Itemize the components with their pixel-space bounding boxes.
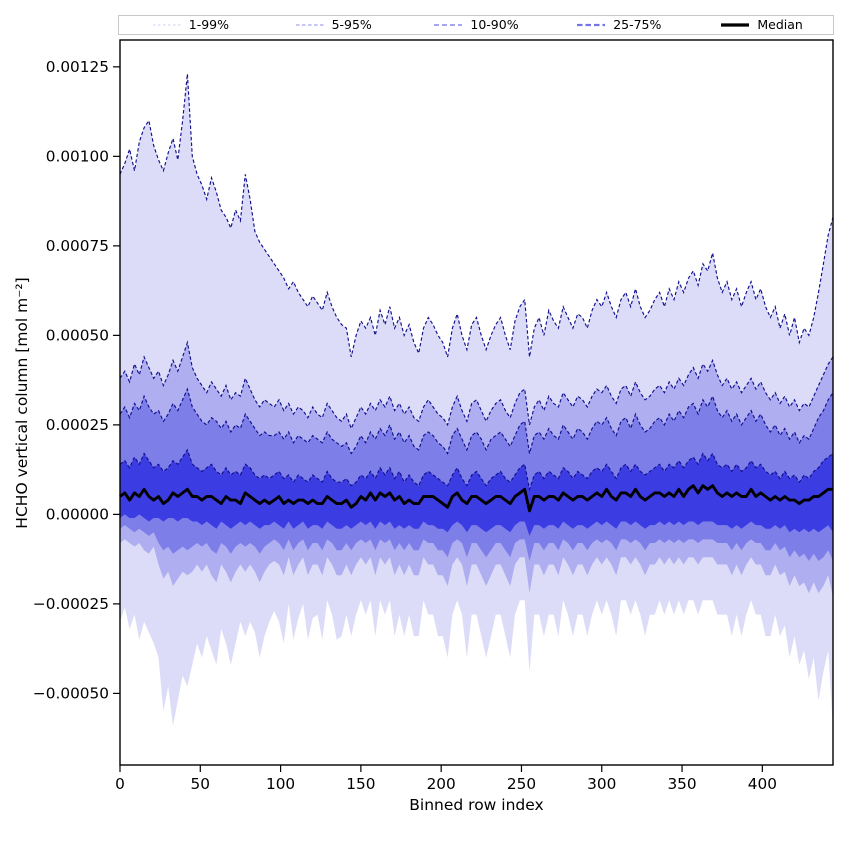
y-tick-label: 0.00000 [46, 505, 109, 523]
legend-item-1-99: 1-99% [119, 16, 262, 32]
x-tick-label: 100 [266, 775, 295, 793]
median-line [119, 484, 833, 513]
y-tick-label: 0.00050 [46, 326, 109, 344]
x-tick-label: 400 [748, 775, 777, 793]
legend-item-median: Median [690, 16, 833, 32]
x-tick-label: 0 [115, 775, 125, 793]
legend: 1-99% 5-95% 10-90% 25-75% Median [118, 15, 834, 35]
x-tick-label: 150 [346, 775, 375, 793]
percentile-line-p75 [120, 448, 833, 492]
legend-item-5-95: 5-95% [262, 16, 405, 32]
legend-label-5-95: 5-95% [331, 16, 372, 32]
y-tick-label: 0.00025 [46, 416, 109, 434]
legend-item-25-75: 25-75% [547, 16, 690, 32]
x-tick-label: 350 [667, 775, 696, 793]
legend-label-1-99: 1-99% [188, 16, 230, 32]
axes-frame [119, 39, 834, 766]
percentile-line-p95 [120, 340, 833, 431]
legend-swatch-5-95-icon [295, 24, 324, 26]
legend-swatch-10-90-icon [434, 24, 463, 26]
x-tick-label: 200 [427, 775, 456, 793]
x-tick-label: 50 [191, 775, 210, 793]
y-tick-label: 0.00125 [46, 58, 109, 76]
y-axis-label: HCHO vertical column [mol m⁻²] [13, 277, 31, 529]
legend-swatch-25-75-icon [577, 23, 606, 27]
legend-item-10-90: 10-90% [405, 16, 548, 32]
percentile-line-p99 [120, 73, 833, 358]
y-tick-label: 0.00075 [46, 237, 109, 255]
band-25-75% [120, 449, 833, 536]
y-tick-label: −0.00050 [33, 684, 109, 702]
legend-label-median: Median [757, 16, 803, 32]
x-tick-label: 300 [587, 775, 616, 793]
percentile-line-p90 [120, 387, 833, 455]
legend-swatch-median-icon [721, 23, 750, 27]
y-tick-label: 0.00100 [46, 147, 109, 165]
x-tick-label: 250 [507, 775, 536, 793]
legend-label-25-75: 25-75% [613, 16, 662, 32]
y-tick-label: −0.00025 [33, 595, 109, 613]
legend-label-10-90: 10-90% [470, 16, 519, 32]
legend-swatch-1-99-icon [152, 24, 181, 26]
x-axis-label: Binned row index [409, 796, 544, 814]
